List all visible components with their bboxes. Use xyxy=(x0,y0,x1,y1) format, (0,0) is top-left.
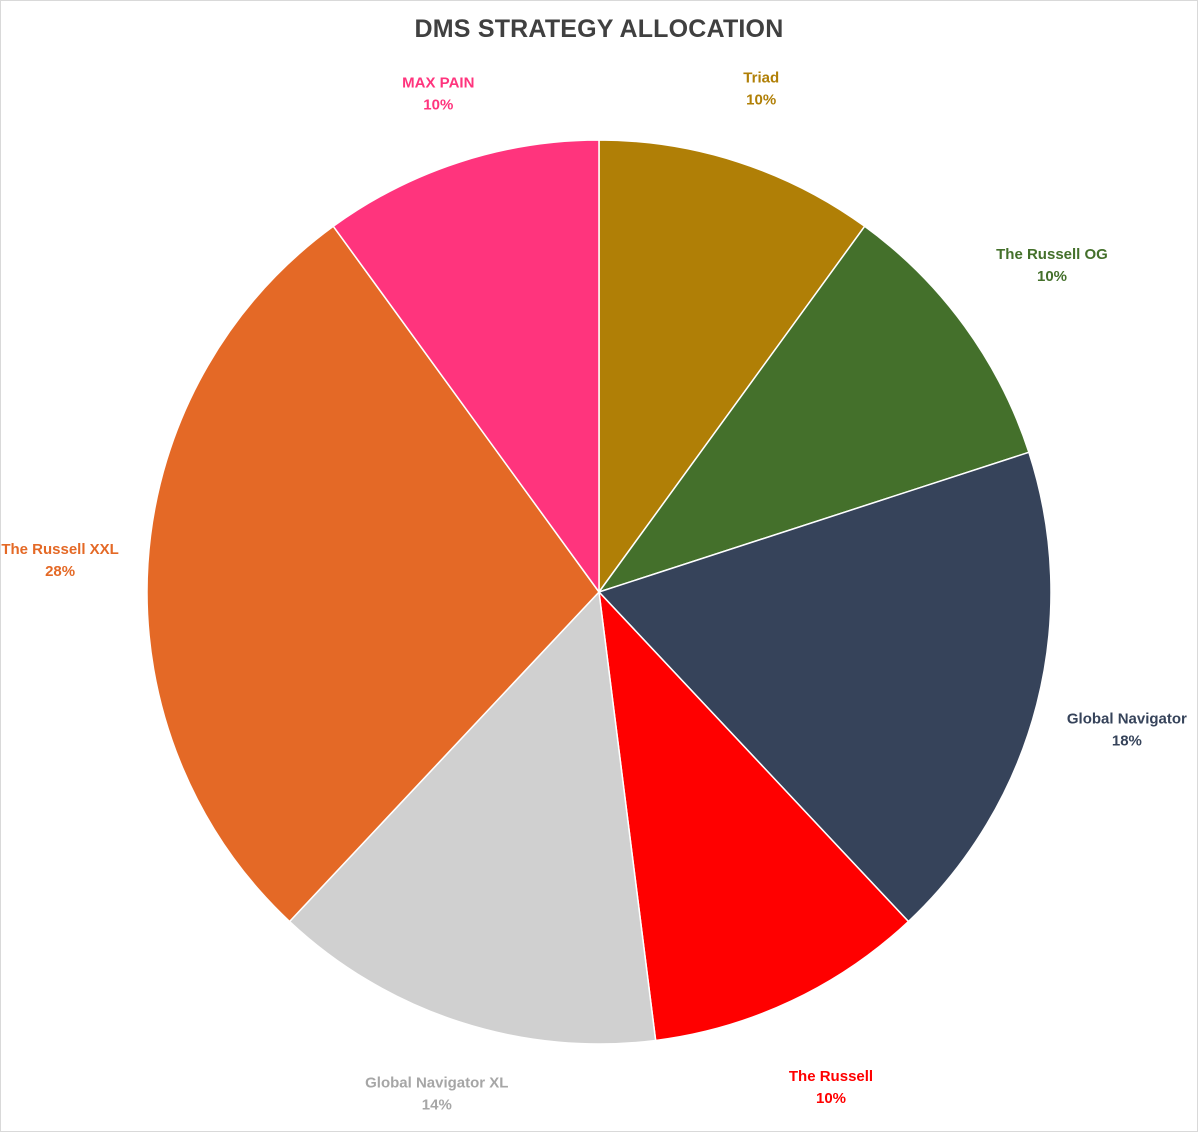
slice-label-global-navigator-xl: Global Navigator XL 14% xyxy=(365,1074,508,1113)
pie-slice-the-russell xyxy=(597,589,910,1042)
slice-label-value: 10% xyxy=(746,92,776,109)
slice-label-the-russell: The Russell 10% xyxy=(789,1068,873,1107)
pie-slice-the-russell-xxl xyxy=(146,225,600,923)
pie-slice-the-russell-og xyxy=(597,225,1030,594)
slice-label-name: The Russell xyxy=(789,1068,873,1085)
slice-label-max-pain: MAX PAIN 10% xyxy=(402,75,474,114)
slice-label-value: 14% xyxy=(422,1096,452,1113)
pie-slice-max-pain xyxy=(332,139,600,595)
slice-label-name: Global Navigator XL xyxy=(365,1074,508,1091)
pie-slice-triad xyxy=(598,139,866,595)
slice-label-value: 10% xyxy=(1037,268,1067,285)
slice-label-value: 28% xyxy=(45,563,75,580)
slice-label-name: MAX PAIN xyxy=(402,75,474,92)
pie-slice-global-navigator-xl xyxy=(288,590,657,1045)
pie-slice-global-navigator xyxy=(597,451,1052,923)
slice-label-name: The Russell OG xyxy=(996,246,1108,263)
slice-label-global-navigator: Global Navigator 18% xyxy=(1067,711,1187,750)
slice-label-name: Global Navigator xyxy=(1067,711,1187,728)
slice-label-triad: Triad 10% xyxy=(743,70,779,109)
slice-label-value: 10% xyxy=(423,97,453,114)
slice-label-value: 10% xyxy=(816,1090,846,1107)
slice-label-the-russell-og: The Russell OG 10% xyxy=(996,246,1108,285)
slice-label-value: 18% xyxy=(1112,733,1142,750)
chart-title: DMS STRATEGY ALLOCATION xyxy=(414,15,784,43)
slice-label-name: The Russell XXL xyxy=(1,541,119,558)
slice-label-the-russell-xxl: The Russell XXL 28% xyxy=(1,541,119,580)
slice-label-name: Triad xyxy=(743,70,779,87)
